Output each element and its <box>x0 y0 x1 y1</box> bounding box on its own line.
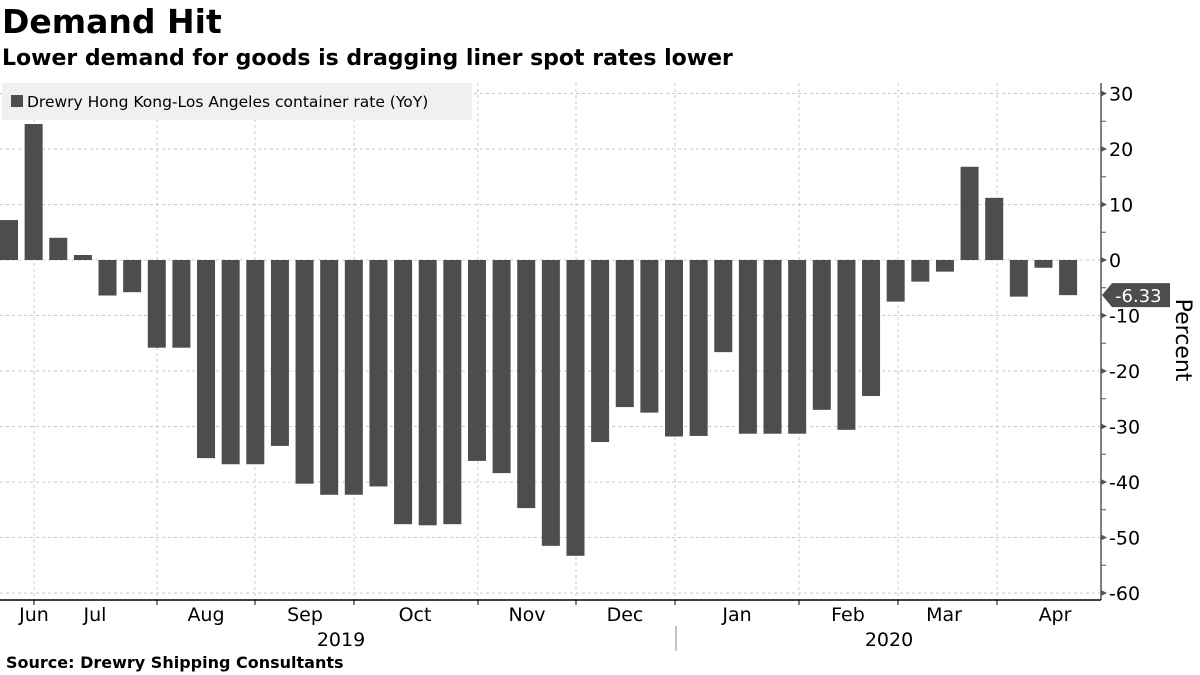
bar <box>98 260 117 296</box>
bar <box>320 260 339 495</box>
bar <box>541 260 560 546</box>
y-tick-marker <box>1101 312 1107 319</box>
x-year-label: 2019 <box>317 629 365 651</box>
bar <box>197 260 216 459</box>
bar <box>418 260 437 526</box>
bar <box>394 260 413 525</box>
x-month-label: Jul <box>83 604 107 626</box>
bar <box>24 124 43 261</box>
x-month-label: Aug <box>187 604 224 626</box>
bar <box>270 260 289 446</box>
y-tick-marker <box>1101 201 1107 208</box>
bar <box>566 260 585 556</box>
x-year-label: 2020 <box>865 629 913 651</box>
chart-title: Demand Hit <box>2 2 222 41</box>
last-value-flag-shape <box>1102 283 1170 308</box>
bar <box>665 260 684 437</box>
chart-subtitle: Lower demand for goods is dragging liner… <box>2 46 733 71</box>
y-axis: 30 20 10 0 -10 -20 -30 -40 -50 -60 <box>1100 83 1140 605</box>
legend-background <box>2 83 472 120</box>
y-tick-label: 30 <box>1109 84 1133 106</box>
source-note: Source: Drewry Shipping Consultants <box>6 653 344 672</box>
bar <box>1059 260 1078 296</box>
x-month-label: Oct <box>399 604 432 626</box>
y-tick-marker <box>1101 534 1107 541</box>
x-axis: Jun Jul Aug Sep Oct Nov Dec Jan Feb Mar Apr 2019 202… <box>0 599 1101 651</box>
bar <box>172 260 191 348</box>
bar <box>467 260 486 461</box>
y-tick-marker <box>1101 368 1107 374</box>
y-tick-marker <box>1101 146 1107 152</box>
bar <box>985 197 1004 260</box>
bar <box>837 260 856 430</box>
bar <box>911 260 930 282</box>
y-axis-title: Percent <box>1170 299 1195 382</box>
x-month-label: Jun <box>18 604 49 626</box>
bar <box>517 260 536 509</box>
last-value-flag: -6.33 <box>1102 283 1170 308</box>
bar <box>492 260 511 474</box>
y-tick-label: -50 <box>1109 528 1140 550</box>
y-tick-label: -20 <box>1109 361 1140 383</box>
bar <box>615 260 634 408</box>
bar <box>369 260 388 487</box>
bar <box>812 260 831 410</box>
y-tick-label: 0 <box>1109 250 1121 272</box>
bar <box>73 255 92 260</box>
legend: Drewry Hong Kong-Los Angeles container r… <box>2 83 472 120</box>
bar <box>123 260 142 293</box>
bar <box>763 260 782 434</box>
y-tick-marker <box>1101 423 1107 430</box>
x-month-label: Dec <box>607 604 644 626</box>
y-tick-label: -10 <box>1109 306 1140 328</box>
bar <box>886 260 905 302</box>
y-tick-label: 10 <box>1109 195 1133 217</box>
bar <box>443 260 462 525</box>
y-tick-label: -40 <box>1109 472 1140 494</box>
bar <box>640 260 659 413</box>
bar <box>935 260 954 272</box>
bar <box>591 260 610 443</box>
bar <box>246 260 265 465</box>
bar <box>689 260 708 436</box>
y-tick-label: -30 <box>1109 417 1140 439</box>
x-month-label: Apr <box>1039 604 1072 626</box>
bar <box>714 260 733 353</box>
bar <box>147 260 166 348</box>
bar <box>1034 260 1053 268</box>
x-month-label: Feb <box>831 604 865 626</box>
legend-label: Drewry Hong Kong-Los Angeles container r… <box>27 93 428 111</box>
bar <box>0 220 18 260</box>
bar <box>1009 260 1028 297</box>
y-tick-label: -60 <box>1109 583 1140 605</box>
bar <box>221 260 240 465</box>
y-tick-marker <box>1101 90 1107 97</box>
x-month-label: Nov <box>508 604 545 626</box>
bar <box>738 260 757 434</box>
bars <box>0 124 1078 556</box>
y-tick-marker <box>1101 257 1107 263</box>
bar <box>344 260 363 495</box>
bar <box>788 260 807 434</box>
bar <box>295 260 314 484</box>
legend-swatch <box>11 95 23 107</box>
bar <box>960 166 979 260</box>
bar <box>862 260 881 396</box>
bar <box>49 237 68 260</box>
x-month-label: Mar <box>926 604 962 626</box>
x-month-label: Sep <box>287 604 323 626</box>
last-value-label: -6.33 <box>1115 286 1162 307</box>
x-month-label: Jan <box>721 604 751 626</box>
y-tick-label: 20 <box>1109 139 1133 161</box>
y-tick-marker <box>1101 479 1107 485</box>
y-tick-marker <box>1101 590 1107 596</box>
